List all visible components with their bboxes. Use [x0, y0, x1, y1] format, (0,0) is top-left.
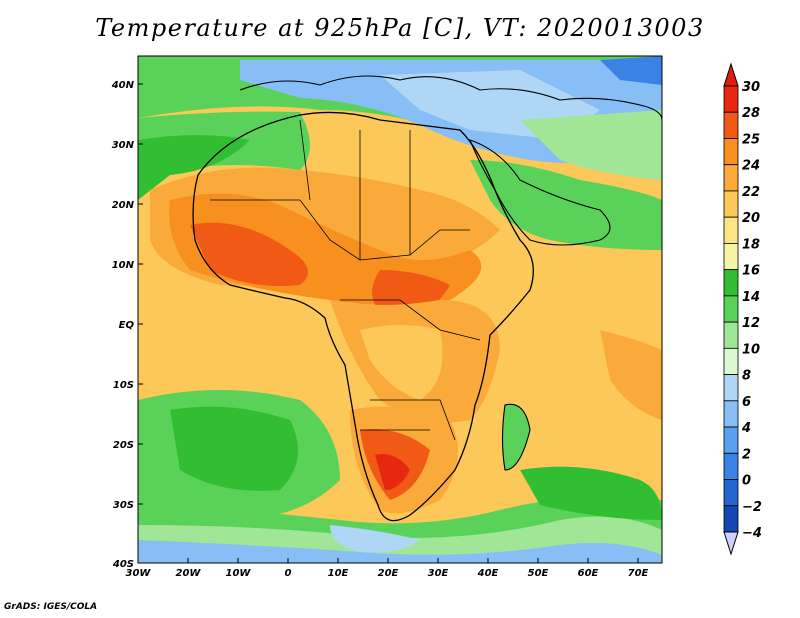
colorbar-swatch — [723, 374, 739, 402]
arabia-coastline — [469, 139, 611, 246]
colorbar-swatch — [723, 216, 739, 244]
y-tick-label: EQ — [119, 320, 135, 331]
y-tick-label: 30N — [112, 140, 135, 151]
colorbar-bottom-arrow — [723, 531, 739, 556]
x-tick-label: 60E — [578, 568, 599, 579]
colorbar-label: 16 — [742, 264, 760, 279]
colorbar-label: −4 — [742, 526, 762, 541]
map-title: Temperature at 925hPa [C], VT: 202001300… — [95, 14, 705, 42]
y-tick-label: 10N — [112, 260, 135, 271]
colorbar-swatch — [723, 452, 739, 480]
colorbar-swatch — [723, 190, 739, 218]
colorbar-swatch — [723, 138, 739, 166]
colorbar-label: 24 — [742, 159, 760, 174]
colorbar-label: 2 — [742, 447, 751, 462]
x-tick-label: 20E — [378, 568, 399, 579]
map-frame — [137, 55, 663, 564]
x-tick-label: 10E — [328, 568, 349, 579]
map-field — [138, 56, 662, 563]
colorbar-label: 10 — [742, 342, 760, 357]
colorbar-swatch — [723, 111, 739, 139]
colorbar-label: 20 — [742, 211, 760, 226]
credit-text: GrADS: IGES/COLA — [4, 602, 98, 612]
colorbar-label: 22 — [742, 185, 760, 200]
colorbar-swatch — [723, 347, 739, 375]
colorbar-label: 0 — [742, 474, 751, 489]
africa-coastline — [192, 111, 534, 522]
colorbar-top-arrow — [723, 62, 739, 87]
x-axis-ticks: 30W 20W 10W 0 10E 20E 30E 40E 50E 60E 70E — [126, 558, 649, 579]
y-tick-label: 10S — [113, 380, 134, 391]
colorbar-swatch — [723, 321, 739, 349]
x-tick-label: 10W — [226, 568, 252, 579]
y-axis-ticks: 40N 30N 20N 10N EQ 10S 20S 30S 40S — [111, 80, 143, 570]
x-tick-label: 0 — [285, 568, 292, 579]
colorbar-swatch — [723, 400, 739, 428]
colorbar-swatch — [723, 85, 739, 113]
y-tick-label: 40S — [112, 559, 134, 570]
colorbar-label: 6 — [742, 395, 751, 410]
madagascar-coastline — [501, 403, 531, 471]
y-tick-label: 20S — [113, 440, 134, 451]
colorbar-label: 18 — [742, 237, 760, 252]
colorbar-label: 14 — [742, 290, 760, 305]
colorbar-swatch — [723, 479, 739, 507]
x-tick-label: 50E — [528, 568, 549, 579]
colorbar-label: 8 — [742, 369, 751, 384]
colorbar-swatch — [723, 505, 739, 533]
y-tick-label: 40N — [111, 80, 135, 91]
europe-coastline — [239, 75, 662, 121]
x-tick-label: 20W — [176, 568, 202, 579]
x-tick-label: 30W — [126, 568, 152, 579]
x-tick-label: 30E — [428, 568, 449, 579]
colorbar-swatch — [723, 269, 739, 297]
x-tick-label: 70E — [628, 568, 649, 579]
colorbar-swatch — [723, 426, 739, 454]
colorbar-label: 30 — [742, 80, 760, 95]
colorbar-swatch — [723, 243, 739, 271]
colorbar-label: 4 — [741, 421, 751, 436]
x-tick-label: 40E — [477, 568, 499, 579]
colorbar-label: 25 — [742, 132, 760, 147]
colorbar-swatch — [723, 164, 739, 192]
colorbar-label: 28 — [742, 106, 760, 121]
colorbar-label: −2 — [742, 500, 762, 515]
colorbar-label: 12 — [742, 316, 760, 331]
y-tick-label: 30S — [113, 500, 134, 511]
colorbar-swatch — [723, 295, 739, 323]
y-tick-label: 20N — [112, 200, 135, 211]
country-borders-2 — [299, 119, 481, 441]
